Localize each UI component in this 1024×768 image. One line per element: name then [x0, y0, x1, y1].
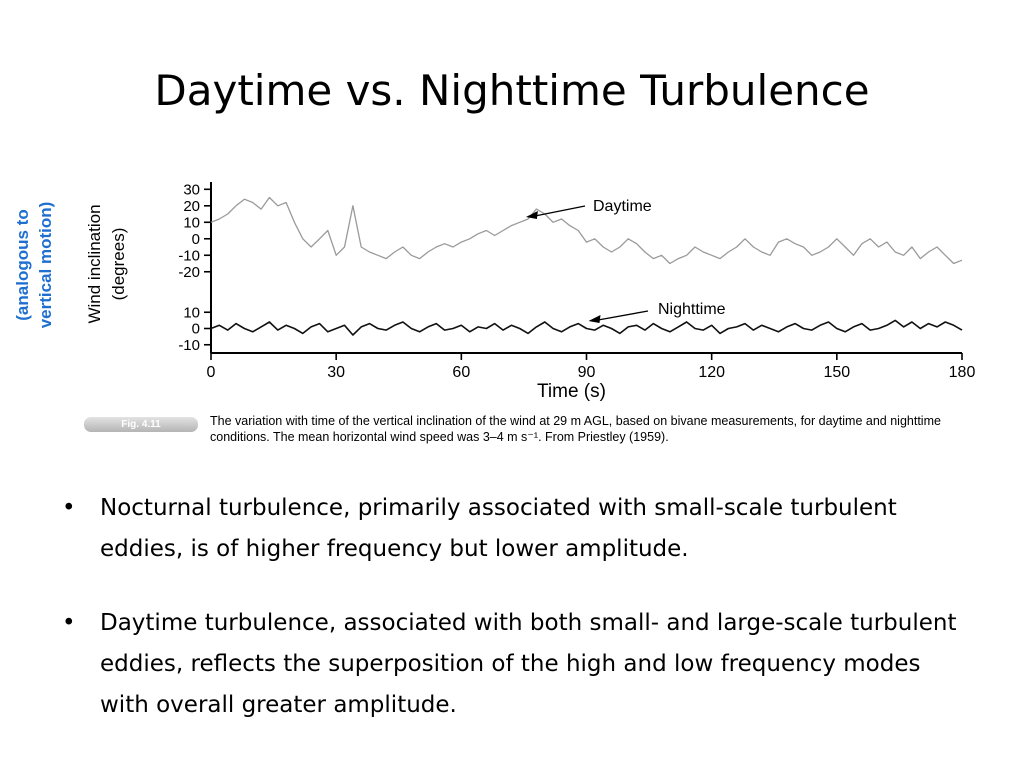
daytime-arrow-line — [529, 205, 586, 218]
x-tick-label: 150 — [823, 364, 850, 381]
y-tick-label: 10 — [183, 214, 200, 231]
x-tick-label: 30 — [327, 364, 345, 381]
y-tick-label: 0 — [192, 321, 200, 338]
turbulence-figure: 30 20 10 0 -10 -20 10 0 -10 0 30 60 90 120 150 180 Time … — [78, 168, 996, 458]
y-tick-label: 10 — [183, 304, 200, 321]
y-tick-label: -20 — [178, 264, 200, 281]
slide-title: Daytime vs. Nighttime Turbulence — [154, 66, 870, 115]
y-tick-label: 20 — [183, 198, 200, 215]
figure-tag: Fig. 4.11 — [84, 417, 198, 432]
side-note-line-1: (analogous to — [13, 209, 32, 321]
x-tick-label: 0 — [207, 364, 216, 381]
daytime-annotation: Daytime — [593, 198, 652, 215]
y-axis-label: Wind inclination — [85, 204, 104, 323]
y-tick-label: 30 — [183, 181, 200, 198]
y-axis-label: (degrees) — [109, 228, 128, 301]
bullet-text: Nocturnal turbulence, primarily associat… — [100, 495, 897, 562]
y-tick-label: -10 — [178, 247, 200, 264]
bullet-text: Daytime turbulence, associated with both… — [100, 610, 957, 718]
bullet-glyph: • — [62, 610, 76, 636]
side-note: (analogous to vertical motion) — [13, 182, 72, 352]
bullet-list: • Nocturnal turbulence, primarily associ… — [62, 488, 962, 759]
x-tick-label: 60 — [452, 364, 470, 381]
x-axis-label: Time (s) — [537, 381, 606, 402]
nighttime-arrow-line — [592, 310, 649, 322]
series-line-nighttime — [210, 319, 963, 336]
y-tick-label: -10 — [178, 337, 200, 354]
daytime-arrow-head — [525, 211, 538, 219]
figure-caption: The variation with time of the vertical … — [210, 414, 941, 444]
y-tick-label: 0 — [192, 231, 200, 248]
bullet-glyph: • — [62, 495, 76, 521]
nighttime-arrow-head — [588, 315, 601, 323]
x-tick-label: 90 — [578, 364, 596, 381]
x-tick-label: 180 — [949, 364, 976, 381]
nighttime-annotation: Nighttime — [658, 301, 726, 318]
bullet-item: • Daytime turbulence, associated with bo… — [62, 603, 962, 726]
bullet-item: • Nocturnal turbulence, primarily associ… — [62, 488, 962, 570]
series-line-daytime — [210, 196, 963, 265]
x-tick-label: 120 — [698, 364, 725, 381]
side-note-line-2: vertical motion) — [36, 201, 55, 329]
